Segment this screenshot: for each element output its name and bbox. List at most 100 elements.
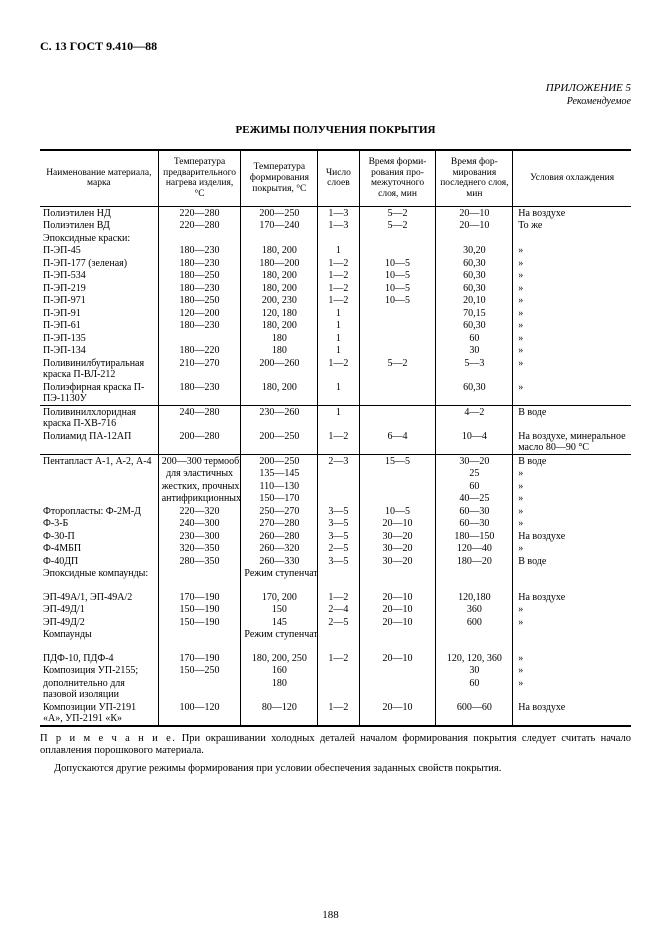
table-cell: 220—280 [158,207,241,220]
table-cell [513,232,631,245]
table-cell: 5—2 [359,220,436,233]
table-cell: 120, 120, 360 [436,652,513,665]
table-cell: 200, 230 [241,295,318,308]
table-cell: 200—300 термообработка последнего слоя: [158,455,241,468]
table-cell: 170—190 [158,591,241,604]
table-cell: 5—2 [359,207,436,220]
table-cell: » [513,505,631,518]
table-cell: П-ЭП-534 [40,270,158,283]
table-cell [359,381,436,406]
table-cell: 180—150 [436,530,513,543]
table-row: Композиция УП-2155;150—25016030» [40,665,631,678]
table-cell: Режим ступенчатый [241,568,318,581]
table-cell: ЭП-49Д/2 [40,616,158,629]
table-cell: 180 [241,332,318,345]
table-cell: Полиэфирная краска П-ПЭ-1130У [40,381,158,406]
table-cell: ПДФ-10, ПДФ-4 [40,652,158,665]
table-cell [318,493,359,506]
table-cell: В воде [513,455,631,468]
table-cell: 20—10 [359,604,436,617]
table-cell: 10—5 [359,257,436,270]
table-cell: Компаунды [40,629,158,642]
table-cell [359,580,436,591]
table-cell [359,307,436,320]
table-cell [436,641,513,652]
table-row: Эпоксидные краски: [40,232,631,245]
table-cell: 60—30 [436,518,513,531]
table-cell: 260—330 [241,555,318,568]
table-row: П-ЭП-534180—250180, 2001—210—560,30» [40,270,631,283]
table-row [40,641,631,652]
table-cell: дополнительно для пазовой изоляции [40,677,158,701]
table-cell: 180, 200 [241,282,318,295]
table-cell: Ф-4МБП [40,543,158,556]
table-cell: 1—2 [318,430,359,455]
table-cell [359,568,436,581]
table-row: жестких, прочных110—13060» [40,480,631,493]
table-cell: 280—350 [158,555,241,568]
table-row: Полиэфирная краска П-ПЭ-1130У180—230180,… [40,381,631,406]
table-cell: » [513,270,631,283]
table-cell: П-ЭП-135 [40,332,158,345]
table-cell: 3—5 [318,555,359,568]
table-row: П-ЭП-91120—200120, 180170,15» [40,307,631,320]
table-cell: » [513,245,631,258]
table-cell [359,320,436,333]
table-cell: П-ЭП-219 [40,282,158,295]
table-cell: 200—260 [241,357,318,381]
table-cell: 180—200 [241,257,318,270]
table-cell: Поливинилбутираль­ная краска П-ВЛ-212 [40,357,158,381]
table-cell: Полиэтилен ВД [40,220,158,233]
table-cell: 180, 200 [241,245,318,258]
table-cell: 40—25 [436,493,513,506]
table-cell [436,568,513,581]
table-cell: 220—280 [158,220,241,233]
table-cell: 70,15 [436,307,513,320]
table-cell: Поливинилхлоридная краска П-ХВ-716 [40,406,158,431]
table-cell: Пентапласт А-1, А-2, А-4 [40,455,158,468]
table-cell [359,245,436,258]
table-cell: 240—300 [158,518,241,531]
table-cell: » [513,665,631,678]
table-cell: 20,10 [436,295,513,308]
table-cell [513,629,631,642]
table-cell: » [513,257,631,270]
table-cell [318,580,359,591]
table-cell: 100—120 [158,701,241,726]
table-cell: 180—250 [158,270,241,283]
table-cell: 230—260 [241,406,318,431]
table-cell: 1—2 [318,591,359,604]
table-cell: Ф-40ДП [40,555,158,568]
table-cell [513,580,631,591]
table-cell: 30—20 [359,530,436,543]
table-cell: 160 [241,665,318,678]
table-cell: Фторопласты: Ф-2М-Д [40,505,158,518]
table-row: Ф-30-П230—300260—2803—530—20180—150На во… [40,530,631,543]
table-cell: 170, 200 [241,591,318,604]
table-cell: » [513,677,631,701]
table-cell: ЭП-49А/1, ЭП-49А/2 [40,591,158,604]
table-cell [318,232,359,245]
table-cell: 2—4 [318,604,359,617]
table-cell: 20—10 [359,652,436,665]
table-cell: 1—2 [318,701,359,726]
table-cell: антифрикционных [158,493,241,506]
table-cell: 60 [436,480,513,493]
table-cell: 150—170 [241,493,318,506]
table-cell: Ф-3-Б [40,518,158,531]
table-cell: жестких, прочных [158,480,241,493]
table-cell: 170—190 [158,652,241,665]
table-cell: 1—3 [318,207,359,220]
table-row: ЭП-49Д/2150—1901452—520—10600» [40,616,631,629]
table-cell: 1—3 [318,220,359,233]
table-cell: 60,30 [436,320,513,333]
table-cell: 120—200 [158,307,241,320]
table-cell: 3—5 [318,518,359,531]
table-row: ЭП-49А/1, ЭП-49А/2170—190170, 2001—220—1… [40,591,631,604]
table-cell [158,232,241,245]
table-cell: 110—130 [241,480,318,493]
table-cell: 30—20 [359,543,436,556]
table-cell: 1—2 [318,652,359,665]
table-cell: 200—250 [241,455,318,468]
table-cell: Композиция УП-2155; [40,665,158,678]
